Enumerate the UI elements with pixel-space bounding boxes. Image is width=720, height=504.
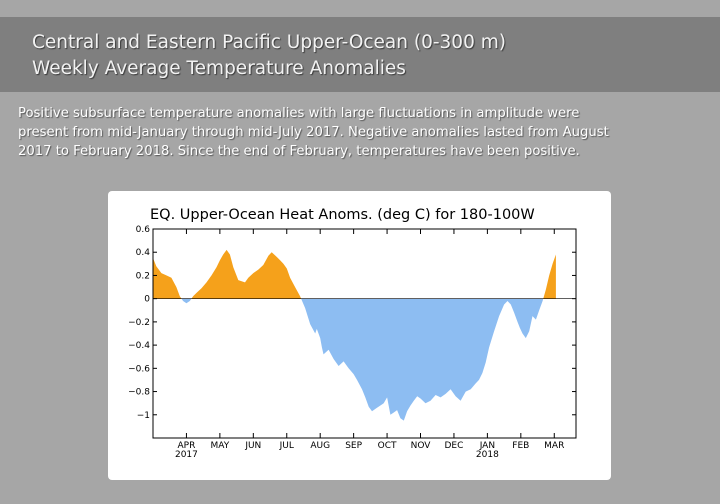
x-tick-label: APR xyxy=(178,441,196,451)
anomaly-area xyxy=(153,249,576,421)
title-band: Central and Eastern Pacific Upper-Ocean … xyxy=(0,17,720,92)
x-tick-label: OCT xyxy=(378,441,397,451)
x-tick-label: FEB xyxy=(512,441,529,451)
y-tick-label: 0.6 xyxy=(136,225,151,235)
y-tick-label: 0.2 xyxy=(136,271,150,281)
positive-anomaly-area xyxy=(153,249,556,299)
description-line-2: present from mid-January through mid-Jul… xyxy=(18,125,609,140)
x-tick-label: JAN xyxy=(479,441,495,451)
year-label: 2017 xyxy=(175,450,198,460)
x-tick-label: AUG xyxy=(310,441,330,451)
x-tick-label: MAR xyxy=(544,441,564,451)
slide-title-line-2: Weekly Average Temperature Anomalies xyxy=(32,58,406,79)
x-tick-label: SEP xyxy=(345,441,362,451)
y-tick-label: −1 xyxy=(137,411,150,421)
plot-frame xyxy=(152,228,577,439)
x-tick-label: NOV xyxy=(411,441,432,451)
heat-anomaly-chart: EQ. Upper-Ocean Heat Anoms. (deg C) for … xyxy=(128,207,577,460)
description-line-1: Positive subsurface temperature anomalie… xyxy=(18,106,580,121)
chart-card: EQ. Upper-Ocean Heat Anoms. (deg C) for … xyxy=(108,191,611,480)
y-tick-label: −0.2 xyxy=(128,318,150,328)
slide-title-line-1: Central and Eastern Pacific Upper-Ocean … xyxy=(32,32,506,53)
x-tick-label: MAY xyxy=(211,441,230,451)
axes: 0.6 0.4 0.2 0 −0.2 −0.4 −0.6 −0.8 −1 APR MAY JUN JUL… xyxy=(128,225,576,460)
chart-title: EQ. Upper-Ocean Heat Anoms. (deg C) for … xyxy=(150,207,535,223)
y-tick-label: −0.6 xyxy=(128,364,150,374)
year-label: 2018 xyxy=(476,450,499,460)
y-tick-label: −0.8 xyxy=(128,388,150,398)
x-tick-label: JUN xyxy=(244,441,261,451)
y-tick-label: 0.4 xyxy=(136,248,151,258)
x-tick-label: JUL xyxy=(279,441,294,451)
y-tick-label: 0 xyxy=(144,295,150,305)
y-tick-label: −0.4 xyxy=(128,341,150,351)
description-line-3: 2017 to February 2018. Since the end of … xyxy=(18,144,580,159)
negative-anomaly-area xyxy=(153,298,556,421)
x-tick-label: DEC xyxy=(444,441,463,451)
